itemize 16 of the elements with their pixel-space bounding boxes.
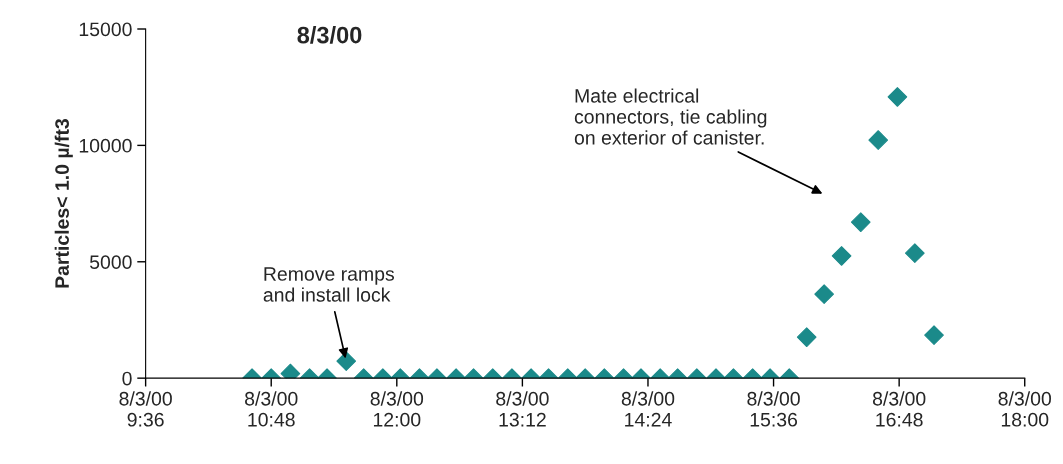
x-tick-label: 8/3/00 9:36: [119, 391, 172, 427]
y-tick-label: 0: [122, 371, 132, 386]
chart-title: 8/3/00: [297, 26, 362, 44]
x-tick-label: 8/3/00 15:36: [747, 391, 800, 427]
y-tick-label: 5000: [89, 255, 132, 270]
y-tick-label: 15000: [79, 22, 132, 37]
x-tick-label: 8/3/00 14:24: [621, 391, 675, 427]
x-tick-label: 8/3/00 10:48: [245, 391, 298, 427]
x-tick-label: 8/3/00 18:00: [998, 391, 1051, 427]
y-axis-title: Particles< 1.0 µ/ft3: [54, 118, 73, 288]
x-tick-label: 8/3/00 12:00: [370, 391, 424, 427]
x-tick-label: 8/3/00 16:48: [872, 391, 926, 427]
annotation: Remove ramps and install lock: [263, 267, 395, 302]
x-tick-label: 8/3/00 13:12: [496, 391, 549, 427]
y-tick-label: 10000: [79, 138, 132, 153]
annotation: Mate electrical connectors, tie cabling on exterior of canister.: [574, 88, 767, 145]
